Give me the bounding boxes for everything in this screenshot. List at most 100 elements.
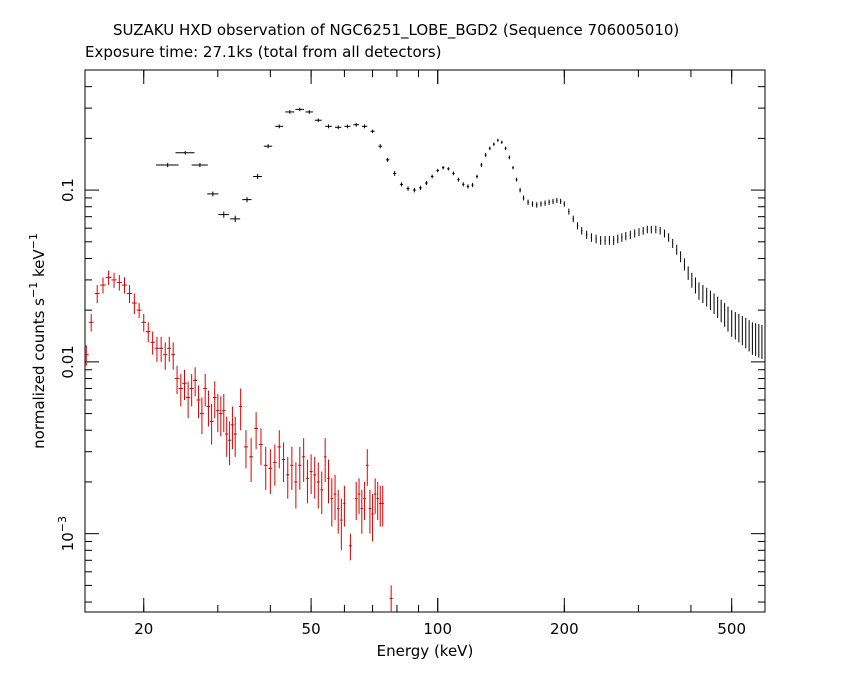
data-point	[447, 167, 450, 171]
data-point	[227, 421, 232, 466]
data-point	[224, 416, 229, 457]
y-axis-label-main: normalized counts s	[30, 298, 48, 449]
data-point	[475, 174, 479, 179]
data-point	[203, 374, 208, 407]
y-tick-label: 10−3	[56, 516, 77, 551]
data-point	[325, 124, 332, 129]
data-point	[178, 374, 184, 407]
data-point	[85, 345, 89, 366]
y-axis-label: normalized counts s−1 keV−1	[27, 233, 48, 449]
data-point	[720, 299, 722, 323]
data-point	[709, 290, 711, 311]
data-point	[393, 171, 397, 176]
data-point	[368, 489, 372, 534]
data-point	[496, 138, 499, 142]
data-point	[230, 406, 235, 450]
chart-subtitle: Exposure time: 27.1ks (total from all de…	[85, 43, 442, 61]
plot-frame	[84, 69, 766, 613]
data-point	[141, 313, 147, 332]
x-tick-label: 50	[302, 620, 321, 638]
data-point	[136, 303, 142, 319]
data-point	[105, 270, 112, 286]
data-point	[320, 471, 324, 515]
data-point	[663, 229, 665, 238]
data-point	[243, 430, 249, 469]
data-point	[185, 381, 191, 419]
data-point	[277, 430, 281, 469]
data-point	[604, 236, 606, 245]
data-point	[323, 438, 327, 482]
data-point	[512, 166, 514, 170]
data-point	[629, 230, 631, 239]
data-point	[419, 185, 422, 191]
data-point	[206, 390, 211, 427]
data-point	[259, 428, 263, 466]
data-point	[357, 478, 361, 515]
data-point	[275, 124, 284, 129]
data-point	[305, 459, 309, 504]
data-point	[702, 285, 704, 304]
data-point	[218, 211, 230, 218]
data-point	[191, 162, 208, 168]
data-point	[286, 456, 290, 499]
axis-ticks	[85, 69, 766, 612]
data-point	[425, 180, 428, 186]
data-point	[484, 153, 487, 157]
data-point	[230, 215, 241, 223]
data-point	[131, 293, 137, 314]
data-point	[207, 191, 219, 197]
data-point	[412, 187, 416, 193]
data-point	[572, 215, 574, 223]
data-point	[94, 285, 100, 304]
data-point	[694, 277, 696, 294]
data-point	[457, 177, 460, 182]
data-point	[576, 222, 579, 230]
data-point	[430, 174, 434, 179]
y-axis-label-exp2: −1	[27, 233, 40, 249]
data-point	[634, 229, 636, 238]
data-point	[182, 369, 187, 400]
data-point	[242, 197, 252, 203]
data-point	[698, 282, 700, 300]
data-point	[683, 258, 685, 271]
data-point	[680, 251, 682, 263]
data-point	[500, 140, 503, 144]
data-point	[492, 142, 495, 146]
data-point	[249, 438, 254, 482]
data-point	[519, 187, 521, 193]
y-axis-label-mid: keV	[30, 249, 48, 282]
data-point	[522, 195, 525, 201]
data-point	[196, 385, 201, 419]
data-point	[734, 312, 736, 340]
data-point	[344, 124, 351, 129]
data-point	[691, 272, 693, 288]
y-axis-label-exp1: −1	[27, 282, 40, 298]
data-point	[336, 489, 340, 534]
data-point	[298, 446, 302, 490]
data-point	[343, 485, 346, 527]
data-point	[290, 446, 294, 490]
data-point	[755, 323, 757, 357]
x-axis-label: Energy (keV)	[377, 642, 474, 660]
data-point	[361, 124, 368, 129]
data-point	[504, 146, 507, 151]
x-tick-label: 20	[134, 620, 153, 638]
data-point	[163, 342, 168, 370]
data-point	[146, 322, 151, 343]
data-point	[385, 157, 390, 162]
data-point	[540, 201, 542, 207]
data-point	[333, 474, 337, 521]
data-point	[617, 234, 619, 244]
data-point	[480, 162, 483, 168]
y-tick-label: 0.1	[59, 178, 77, 202]
data-point	[340, 498, 343, 551]
data-point	[552, 198, 554, 204]
data-point	[672, 238, 674, 249]
data-point	[581, 226, 583, 235]
data-point	[263, 144, 273, 149]
data-point	[305, 110, 313, 114]
data-point	[285, 110, 295, 114]
data-point	[111, 272, 117, 288]
